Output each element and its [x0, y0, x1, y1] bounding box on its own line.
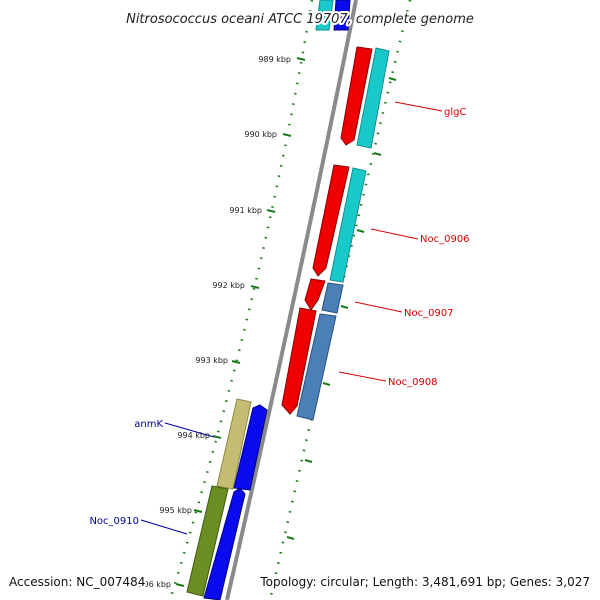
callout-line-glgC: [394, 101, 443, 112]
tick-mark-outer: [322, 382, 331, 386]
gene-label-Noc0910[interactable]: Noc_0910: [89, 516, 139, 527]
gene-Noc0908-red[interactable]: [281, 307, 317, 415]
callout-line-Noc0907: [354, 301, 403, 313]
callout-line-anmK: [164, 422, 215, 438]
map-title: Nitrosococcus oceani ATCC 19707, complet…: [126, 12, 474, 27]
tick-mark: [282, 133, 292, 137]
gene-block-top-blue[interactable]: [333, 0, 351, 31]
tick-label: 992 kbp: [212, 281, 245, 290]
gene-Noc0906-cyan[interactable]: [329, 167, 367, 283]
gene-label-Noc0908[interactable]: Noc_0908: [388, 377, 438, 388]
tick-mark-outer: [373, 152, 382, 156]
tick-marks: [175, 57, 397, 587]
tick-label: 993 kbp: [195, 356, 228, 365]
topology-text: Topology: circular; Length: 3,481,691 bp…: [259, 575, 590, 589]
scale-dots-outer: [268, 0, 412, 600]
tick-mark: [296, 57, 306, 61]
gene-block-top-cyan[interactable]: [315, 0, 334, 31]
gene-Noc0910-blue[interactable]: [203, 487, 246, 600]
tick-mark: [175, 583, 185, 587]
gene-Noc0908-steel[interactable]: [296, 313, 337, 421]
tick-mark-outer: [356, 229, 365, 233]
genome-backbone: [225, 0, 358, 600]
callout-line-Noc0910: [140, 519, 188, 535]
callout-line-Noc0906: [370, 228, 419, 240]
tick-mark-outer: [286, 536, 295, 540]
gene-anmK-khaki[interactable]: [216, 398, 252, 490]
tick-mark: [266, 209, 276, 213]
tick-mark-outer: [340, 305, 349, 309]
gene-label-Noc0907[interactable]: Noc_0907: [404, 308, 454, 319]
gene-Noc0906-red[interactable]: [312, 164, 350, 277]
gene-glgC-cyan[interactable]: [356, 47, 390, 149]
gene-label-Noc0906[interactable]: Noc_0906: [420, 234, 470, 245]
tick-label: 990 kbp: [244, 130, 277, 139]
gene-Noc0907-steel[interactable]: [321, 282, 344, 314]
tick-mark: [193, 509, 203, 513]
tick-mark: [212, 435, 222, 439]
gene-Noc0907-red[interactable]: [304, 278, 326, 311]
tick-label: 989 kbp: [258, 55, 291, 64]
gene-label-anmK[interactable]: anmK: [134, 419, 163, 430]
tick-label: 994 kbp: [177, 431, 210, 440]
tick-label: 996 kbp: [138, 580, 171, 589]
tick-mark: [231, 360, 241, 364]
tick-mark-outer: [388, 77, 397, 81]
gene-glgC-red[interactable]: [340, 46, 373, 146]
scale-dots-inner: [168, 0, 314, 600]
callout-line-Noc0908: [338, 371, 387, 382]
tick-mark-outer: [304, 459, 313, 463]
tick-label: 995 kbp: [159, 506, 192, 515]
tick-mark: [250, 285, 260, 289]
gene-Noc0910-olive[interactable]: [186, 485, 229, 597]
accession-text: Accession: NC_007484: [9, 575, 145, 589]
tick-labels: 989 kbp 990 kbp 991 kbp 992 kbp 993 kbp …: [138, 55, 291, 589]
tick-label: 991 kbp: [229, 206, 262, 215]
gene-label-glgC[interactable]: glgC: [444, 107, 466, 118]
gene-anmK-blue[interactable]: [233, 404, 268, 491]
